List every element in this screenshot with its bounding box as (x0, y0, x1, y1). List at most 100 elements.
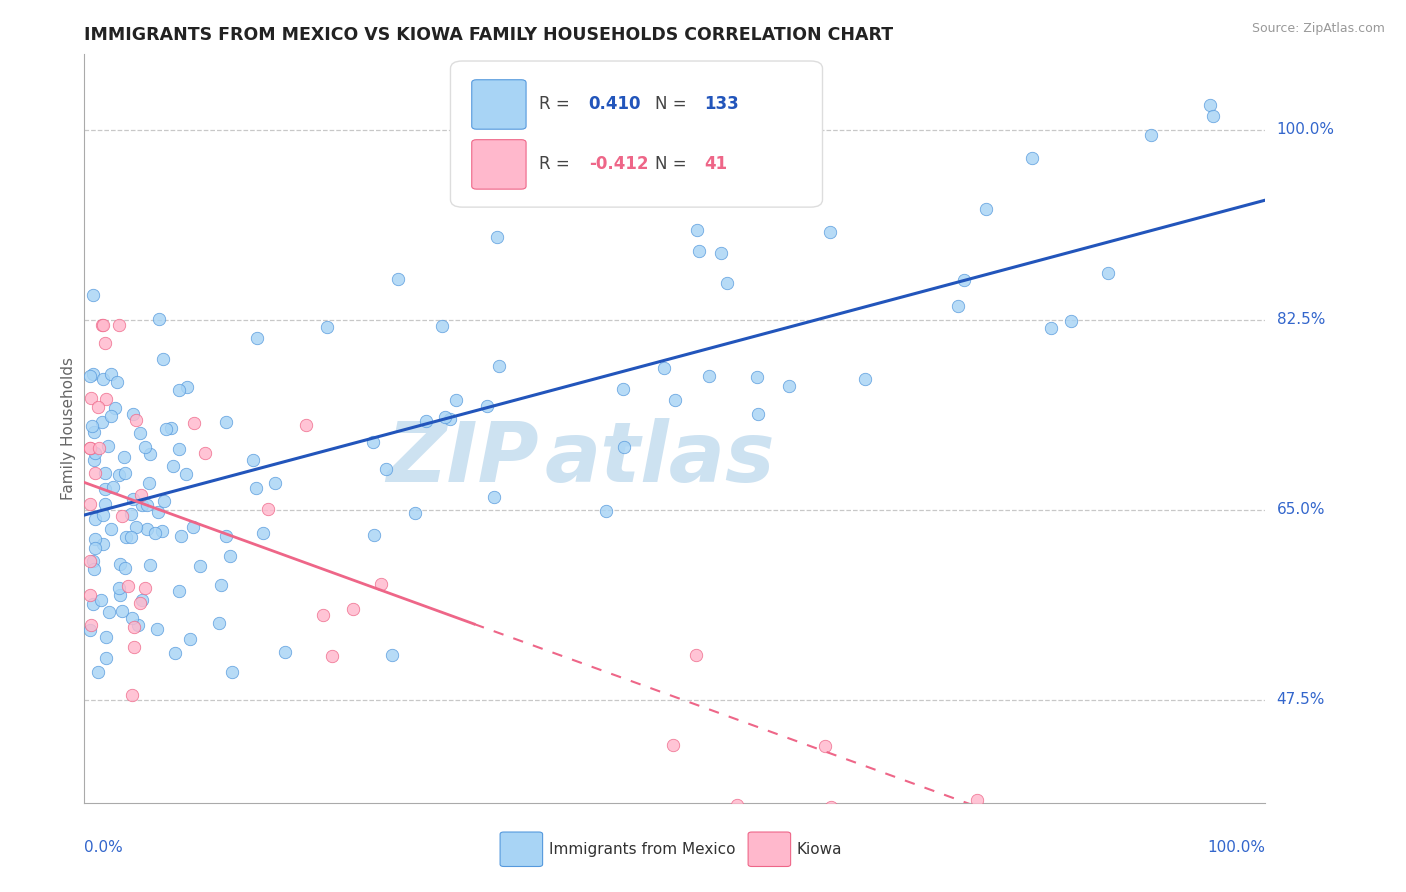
Point (122, 491, 145, 506)
Point (139, 447, 162, 461)
Point (131, 592, 153, 607)
Point (263, 475, 285, 490)
Point (94, 651, 117, 665)
Point (138, 476, 160, 491)
Point (155, 422, 177, 436)
Point (274, 645, 297, 659)
FancyBboxPatch shape (472, 79, 526, 129)
Point (146, 622, 169, 636)
Point (90, 318, 112, 332)
Point (82, 368, 104, 382)
Point (488, 359, 510, 373)
Point (91, 536, 114, 550)
Point (83, 562, 105, 576)
Point (444, 393, 467, 408)
Point (96, 392, 118, 406)
Point (114, 467, 136, 481)
Point (662, 739, 685, 753)
Point (710, 246, 733, 260)
Point (475, 400, 498, 414)
Text: N =: N = (655, 155, 692, 173)
Point (83, 452, 105, 467)
Point (100, 367, 122, 381)
Point (252, 526, 274, 541)
Point (363, 528, 385, 542)
Point (108, 318, 131, 332)
Point (160, 421, 183, 435)
Point (104, 401, 127, 415)
Point (439, 412, 461, 426)
Point (83, 467, 105, 481)
Text: Immigrants from Mexico: Immigrants from Mexico (548, 842, 735, 856)
Point (170, 529, 193, 543)
Point (91, 416, 114, 430)
Point (121, 688, 143, 702)
Point (688, 244, 710, 259)
Point (105, 375, 128, 389)
FancyBboxPatch shape (501, 832, 543, 866)
Point (242, 453, 264, 467)
Point (612, 382, 634, 396)
Point (595, 503, 617, 517)
Point (311, 608, 333, 623)
Text: ZIP: ZIP (387, 417, 538, 499)
Point (79, 554, 101, 568)
Y-axis label: Family Households: Family Households (60, 357, 76, 500)
Point (94, 467, 117, 481)
Point (652, 361, 675, 376)
Text: 0.410: 0.410 (589, 95, 641, 113)
Text: 100.0%: 100.0% (1277, 122, 1334, 137)
Point (998, 817, 1021, 831)
Point (387, 272, 409, 286)
Point (79, 497, 101, 511)
Point (697, 369, 720, 384)
Point (370, 577, 392, 591)
Point (100, 409, 122, 423)
Point (152, 352, 174, 367)
Point (1140, 128, 1163, 142)
Point (108, 581, 131, 595)
Point (110, 588, 132, 602)
Point (375, 462, 398, 476)
Point (174, 467, 197, 481)
Point (321, 649, 343, 664)
Point (82, 597, 104, 611)
Point (1060, 314, 1083, 328)
Point (612, 440, 634, 454)
Point (733, 159, 755, 173)
FancyBboxPatch shape (472, 140, 526, 189)
Point (953, 273, 976, 287)
Point (966, 793, 988, 807)
Point (94, 497, 117, 511)
Point (125, 413, 148, 427)
Point (153, 494, 176, 508)
Point (128, 595, 150, 609)
Point (194, 446, 217, 460)
Point (120, 507, 142, 521)
Point (221, 665, 243, 680)
Point (134, 582, 156, 596)
Text: 65.0%: 65.0% (1277, 502, 1324, 517)
Point (79, 588, 101, 602)
Point (215, 415, 238, 429)
Point (127, 618, 149, 632)
Text: -0.412: -0.412 (589, 155, 648, 173)
Point (430, 318, 453, 333)
Point (91, 508, 114, 522)
Point (84, 446, 107, 460)
Text: Source: ZipAtlas.com: Source: ZipAtlas.com (1251, 22, 1385, 36)
Point (100, 522, 122, 536)
Point (218, 549, 240, 563)
Point (163, 646, 186, 660)
Point (108, 468, 131, 483)
Point (664, 392, 686, 407)
Point (79, 441, 101, 455)
Point (93, 482, 115, 496)
Point (246, 331, 269, 345)
Point (135, 498, 157, 512)
Point (136, 522, 159, 536)
Point (101, 480, 124, 494)
Point (114, 560, 136, 574)
Point (122, 407, 145, 421)
Point (79, 368, 101, 383)
